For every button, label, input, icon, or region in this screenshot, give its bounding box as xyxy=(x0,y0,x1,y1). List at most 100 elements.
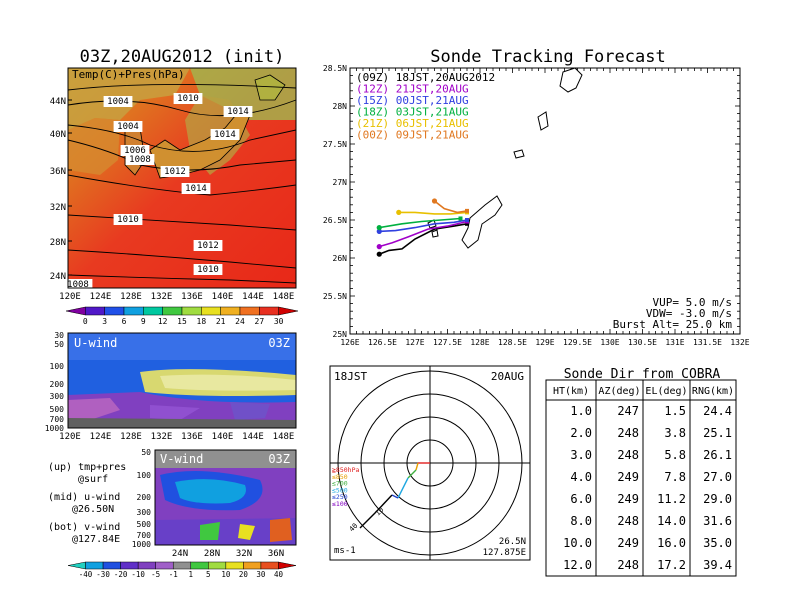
table-cell: 4.0 xyxy=(570,470,592,484)
hodograph-time: 18JST xyxy=(334,370,367,383)
isobar-label: 1014 xyxy=(185,184,207,194)
colorbar-label: 6 xyxy=(122,317,127,326)
vwind-pressure-tick: 1000 xyxy=(132,540,151,549)
isobar-label: 1008 xyxy=(67,280,89,290)
colorbar-label: 27 xyxy=(255,317,265,326)
forecast-lon-tick: 127E xyxy=(405,338,424,347)
colorbar-label: 24 xyxy=(235,317,245,326)
wind-colorbar-swatch xyxy=(137,561,156,570)
forecast-lat-tick: 26N xyxy=(333,254,348,263)
uwind-pressure-tick: 700 xyxy=(50,415,65,424)
temp-map-lat-tick: 32N xyxy=(50,203,66,213)
temp-map-lon-tick: 144E xyxy=(242,292,264,302)
wind-colorbar-label: -5 xyxy=(151,570,160,579)
uwind-lon-tick: 148E xyxy=(273,432,295,442)
forecast-lat-ticks: 28.5N 28N 27.5N 27N 26.5N 26N 25.5N 25N xyxy=(323,64,347,339)
wind-colorbar-swatch xyxy=(190,561,209,570)
wind-colorbar: -40 -30 -20 -10 -5 -1 1 5 10 20 30 40 xyxy=(67,561,297,579)
hodograph-date: 20AUG xyxy=(491,370,524,383)
colorbar-swatch xyxy=(181,306,202,316)
wind-colorbar-swatch xyxy=(278,561,297,570)
uwind-lon-tick: 120E xyxy=(59,432,81,442)
forecast-map: (09Z) 18JST,20AUG2012(12Z) 21JST,20AUG(1… xyxy=(349,67,741,335)
temp-map-lon-tick: 132E xyxy=(151,292,173,302)
note-mid-line1: (mid) u-wind xyxy=(48,492,120,503)
table-cell: 35.0 xyxy=(703,536,732,550)
wind-colorbar-label: 10 xyxy=(221,570,231,579)
wind-colorbar-label: -1 xyxy=(169,570,178,579)
table-cell: 248 xyxy=(617,514,639,528)
sonde-launch-point xyxy=(465,218,469,222)
colorbar-swatch xyxy=(85,306,105,316)
wind-colorbar-swatch xyxy=(67,561,86,570)
hodograph-lon: 127.875E xyxy=(483,548,526,558)
table-cell: 247 xyxy=(617,404,639,418)
sonde-launch-point xyxy=(465,221,469,226)
hodograph-layer-label: ≤500 xyxy=(332,486,348,494)
forecast-lon-tick: 131.5E xyxy=(693,338,722,347)
isobar-label: 1010 xyxy=(177,94,199,104)
forecast-lat-tick: 27.5N xyxy=(323,140,347,149)
sonde-landing-point xyxy=(376,244,382,250)
forecast-lon-tick: 128.5E xyxy=(498,338,527,347)
vwind-pressure-tick: 700 xyxy=(137,531,152,540)
colorbar-label: 3 xyxy=(102,317,107,326)
table-cell: 248 xyxy=(617,448,639,462)
colorbar-label: 21 xyxy=(216,317,226,326)
hodograph-layer-label: ≤100 xyxy=(332,500,348,508)
temp-colorbar: 0 3 6 9 12 15 18 21 24 27 30 xyxy=(65,306,299,326)
isobar-label: 1010 xyxy=(197,265,219,275)
uwind-pressure-tick: 200 xyxy=(50,380,65,389)
table-cell: 25.1 xyxy=(703,426,732,440)
table-cell: 12.0 xyxy=(563,558,592,572)
table-cell: 5.8 xyxy=(664,448,686,462)
isobar-label: 1010 xyxy=(117,215,139,225)
wind-colorbar-swatch xyxy=(102,561,121,570)
temp-map-lon-tick: 120E xyxy=(59,292,81,302)
sonde-launch-point xyxy=(458,216,463,221)
colorbar-label: 0 xyxy=(83,317,88,326)
vwind-pressure-tick: 200 xyxy=(137,493,152,502)
colorbar-swatch xyxy=(143,306,163,316)
uwind-pressure-tick: 100 xyxy=(50,362,65,371)
colorbar-swatch xyxy=(259,306,279,316)
sonde-landing-point xyxy=(396,209,402,215)
wind-colorbar-swatch xyxy=(225,561,244,570)
forecast-lon-tick: 130E xyxy=(600,338,619,347)
sonde-track xyxy=(379,217,461,229)
wind-colorbar-swatch xyxy=(120,561,139,570)
table-title: Sonde Dir from COBRA xyxy=(564,367,721,382)
uwind-pressure-tick: 30 xyxy=(54,331,64,340)
wind-colorbar-label: -20 xyxy=(114,570,128,579)
param-burst: Burst Alt= 25.0 km xyxy=(613,318,733,331)
colorbar-label: 30 xyxy=(274,317,284,326)
temp-map-lon-ticks: 120E 124E 128E 132E 136E 140E 144E 148E xyxy=(59,292,294,302)
vwind-pressure-tick: 50 xyxy=(141,448,151,457)
uwind-lon-tick: 132E xyxy=(151,432,173,442)
isobar-label: 1004 xyxy=(117,122,139,132)
colorbar-label: 18 xyxy=(197,317,207,326)
left-title: 03Z,20AUG2012 (init) xyxy=(80,47,285,67)
table-cell: 7.8 xyxy=(664,470,686,484)
wind-colorbar-label: -10 xyxy=(131,570,145,579)
wind-colorbar-label: 40 xyxy=(274,570,284,579)
note-bot-line2: @127.84E xyxy=(72,534,120,545)
vwind-lat-ticks: 24N 28N 32N 36N xyxy=(172,549,284,559)
svg-text:40: 40 xyxy=(348,522,360,534)
uwind-pressure-tick: 300 xyxy=(50,392,65,401)
forecast-lon-tick: 131E xyxy=(665,338,684,347)
param-vup: VUP= 5.0 m/s xyxy=(653,296,732,309)
isobar-label: 1014 xyxy=(227,107,249,117)
table-cell: 2.0 xyxy=(570,426,592,440)
legend-notes: (up) tmp+pres @surf (mid) u-wind @26.50N… xyxy=(48,462,126,545)
forecast-lat-tick: 26.5N xyxy=(323,216,347,225)
forecast-legend-entry: (09Z) 18JST,20AUG2012 xyxy=(356,71,495,84)
colorbar-label: 12 xyxy=(158,317,168,326)
wind-colorbar-swatch xyxy=(208,561,227,570)
hodograph-layer-label: ≧850hPa xyxy=(332,466,359,474)
svg-text:10: 10 xyxy=(374,506,386,518)
table-cell: 16.0 xyxy=(657,536,686,550)
uwind-label: U-wind xyxy=(74,336,117,350)
colorbar-swatch xyxy=(104,306,125,316)
